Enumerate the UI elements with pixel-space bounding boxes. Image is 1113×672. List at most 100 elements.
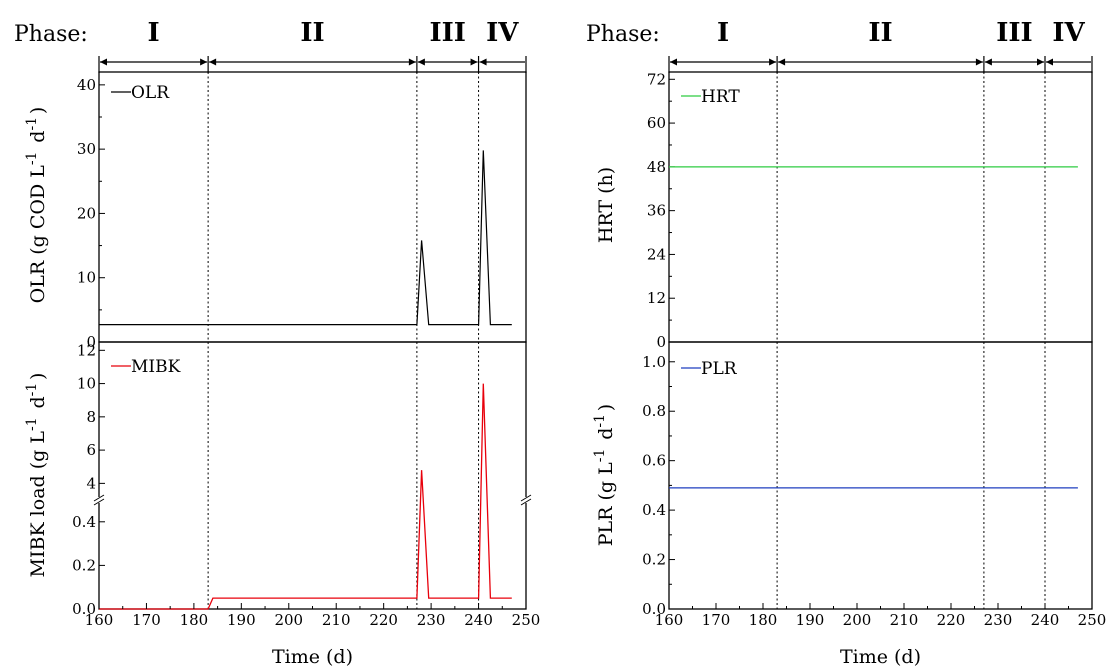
phase-label-III: III xyxy=(996,18,1033,48)
axis-break-mark xyxy=(93,498,105,506)
y-axis-title: MIBK load (g L-1 d-1 ) xyxy=(24,373,49,578)
x-tick-label: 220 xyxy=(369,611,398,629)
axis-break-mark xyxy=(93,494,105,502)
x-tick-label: 200 xyxy=(274,611,303,629)
legend-label-mibk: MIBK xyxy=(131,357,181,377)
x-tick-label: 220 xyxy=(937,611,966,629)
phase-label-II: II xyxy=(868,18,892,48)
axis-break-mark xyxy=(520,494,532,502)
phase-arrowhead-right xyxy=(975,58,983,66)
x-tick-label: 200 xyxy=(843,611,872,629)
ylabel-text-part: ) xyxy=(27,373,49,380)
ylabel-text-part: d xyxy=(27,131,49,149)
ylabel-text-part: d xyxy=(595,428,617,446)
ylabel-exponent: -1 xyxy=(24,117,40,131)
y-tick-label: 36 xyxy=(647,202,666,220)
x-tick-label: 160 xyxy=(85,611,114,629)
phase-arrowhead-left xyxy=(417,58,425,66)
phase-header-right: I II III IV xyxy=(668,18,1093,73)
ylabel-text-part: ) xyxy=(595,404,617,411)
x-tick-label: 160 xyxy=(655,611,684,629)
plot-frame xyxy=(98,71,527,343)
x-tick-label: 210 xyxy=(322,611,351,629)
ylabel-text-part: MIBK load (g L xyxy=(27,431,49,578)
phase-arrowhead-left xyxy=(100,58,107,66)
y-tick-label: 0 xyxy=(656,333,666,351)
phase-arrowhead-left xyxy=(1046,58,1053,66)
y-tick-label: 4 xyxy=(86,474,96,492)
phase-header-left: I II III IV xyxy=(98,18,527,73)
phase-arrowhead-right xyxy=(470,58,478,66)
x-tick-label: 250 xyxy=(1078,611,1107,629)
y-tick-label: 1.0 xyxy=(642,353,666,371)
y-tick-label: 20 xyxy=(77,204,96,222)
x-tick-label: 190 xyxy=(796,611,825,629)
ylabel-exponent: -1 xyxy=(24,417,40,431)
phase-arrowhead-right xyxy=(769,58,777,66)
phase-label-III: III xyxy=(429,18,466,48)
y-tick-label: 60 xyxy=(647,114,666,132)
phase-arrowhead-left xyxy=(778,58,786,66)
x-tick-label: 180 xyxy=(749,611,778,629)
phase-arrowhead-right xyxy=(200,58,208,66)
phase-label-I: I xyxy=(147,18,159,48)
x-tick-label: 170 xyxy=(132,611,161,629)
phase-arrowhead-right xyxy=(408,58,416,66)
ylabel-text-part: PLR (g L xyxy=(595,462,617,546)
series-line-mibk xyxy=(99,383,512,610)
ylabel-exponent: -1 xyxy=(24,152,40,166)
y-tick-label: 8 xyxy=(86,408,96,426)
plot-frame xyxy=(98,341,527,610)
y-tick-label: 48 xyxy=(647,158,666,176)
ylabel-exponent: -1 xyxy=(592,449,608,463)
x-tick-label: 230 xyxy=(984,611,1013,629)
phase-arrowhead-left xyxy=(479,58,487,66)
phase-label-II: II xyxy=(300,18,324,48)
x-tick-label: 230 xyxy=(417,611,446,629)
y-tick-label: 0.4 xyxy=(642,501,666,519)
x-tick-label: 190 xyxy=(227,611,256,629)
axis-break-mark xyxy=(520,498,532,506)
axis-break-gap xyxy=(521,497,531,503)
y-tick-label: 72 xyxy=(647,70,666,88)
phase-title-left: Phase: xyxy=(14,22,88,47)
phase-arrowhead-left xyxy=(209,58,217,66)
phase-arrowhead-right xyxy=(1037,58,1044,66)
y-tick-label: 0 xyxy=(86,333,96,351)
ylabel-text-part: d xyxy=(27,396,49,414)
x-axis-title: Time (d) xyxy=(840,646,921,668)
y-tick-label: 0.4 xyxy=(72,513,96,531)
y-tick-label: 0.0 xyxy=(72,600,96,618)
y-tick-label: 40 xyxy=(77,76,96,94)
legend-label-olr: OLR xyxy=(131,83,170,103)
x-tick-label: 210 xyxy=(890,611,919,629)
y-tick-label: 10 xyxy=(77,269,96,287)
ylabel-exponent: -1 xyxy=(24,383,40,397)
x-tick-label: 240 xyxy=(464,611,493,629)
y-tick-label: 0.6 xyxy=(642,452,666,470)
phase-label-IV: IV xyxy=(486,18,519,48)
legend-label-hrt: HRT xyxy=(701,87,740,107)
ylabel-exponent: -1 xyxy=(592,414,608,428)
y-tick-label: 6 xyxy=(86,441,96,459)
x-tick-label: 250 xyxy=(512,611,541,629)
x-tick-label: 240 xyxy=(1031,611,1060,629)
y-tick-label: 30 xyxy=(77,140,96,158)
y-tick-label: 0.2 xyxy=(642,551,666,569)
y-tick-label: 12 xyxy=(647,289,666,307)
phase-title-right: Phase: xyxy=(586,22,660,47)
y-tick-label: 10 xyxy=(77,375,96,393)
legend-label-plr: PLR xyxy=(701,359,738,379)
y-tick-label: 0.0 xyxy=(642,600,666,618)
y-tick-label: 0.8 xyxy=(642,402,666,420)
phase-arrowhead-left xyxy=(984,58,992,66)
axis-break-gap xyxy=(94,497,104,503)
ylabel-text-part: HRT (h) xyxy=(595,167,617,243)
phase-label-I: I xyxy=(717,18,729,48)
x-tick-label: 170 xyxy=(702,611,731,629)
phase-arrowhead-left xyxy=(670,58,677,66)
